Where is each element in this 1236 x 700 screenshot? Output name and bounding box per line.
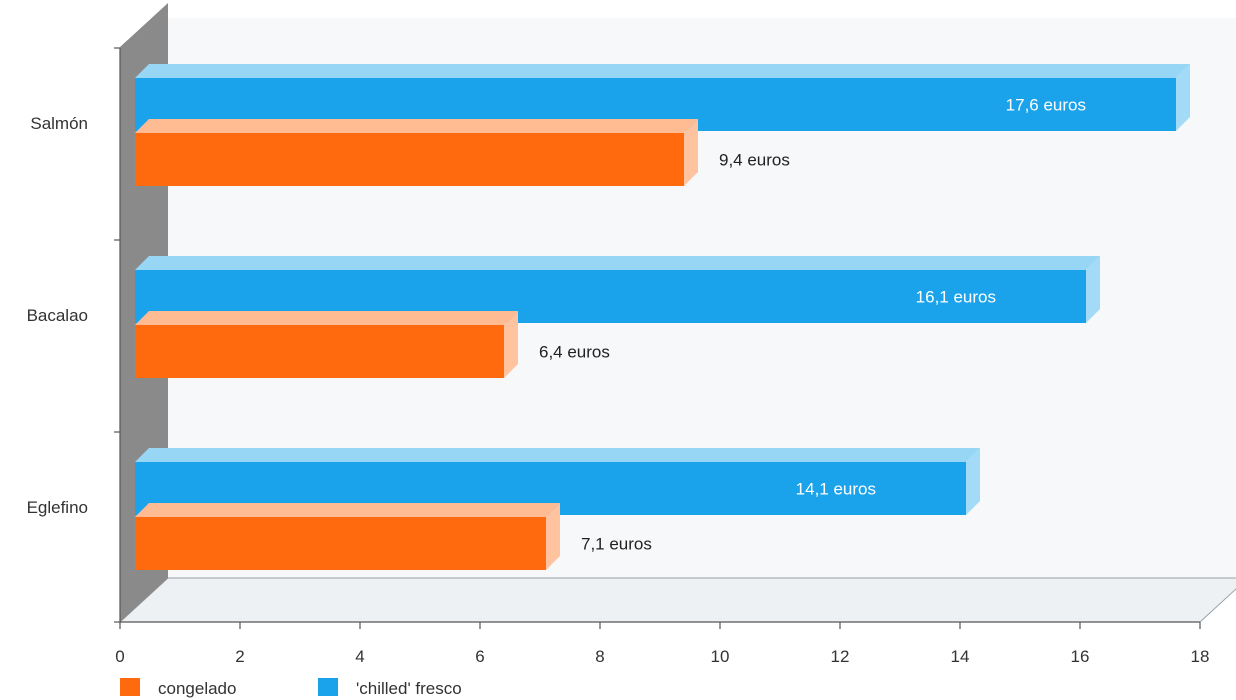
bar-congelado-2: 7,1 euros — [135, 503, 652, 570]
x-tick-label: 4 — [355, 647, 364, 666]
x-tick-label: 12 — [831, 647, 850, 666]
data-label: 16,1 euros — [916, 288, 996, 307]
bar-end-face — [546, 503, 560, 570]
bar-top-face — [135, 119, 698, 133]
data-label: 17,6 euros — [1006, 96, 1086, 115]
bar-top-face — [135, 256, 1100, 270]
bar-end-face — [966, 448, 980, 515]
category-label: Eglefino — [27, 498, 88, 517]
legend-label: congelado — [158, 679, 236, 698]
legend-entry: congelado — [120, 678, 236, 698]
x-tick-label: 16 — [1071, 647, 1090, 666]
data-label: 6,4 euros — [539, 343, 610, 362]
category-label: Bacalao — [27, 306, 88, 325]
x-axis: 0 2 4 6 8 10 12 14 16 18 — [115, 621, 1210, 666]
legend-label: 'chilled' fresco — [356, 679, 462, 698]
legend-swatch — [120, 678, 140, 696]
legend: congelado 'chilled' fresco — [120, 678, 462, 698]
bar-end-face — [1176, 64, 1190, 131]
floor — [118, 577, 1236, 623]
x-tick-label: 2 — [235, 647, 244, 666]
bars-group: 17,6 euros 9,4 euros 16,1 euros 6,4 euros 14… — [135, 64, 1190, 570]
data-label: 7,1 euros — [581, 535, 652, 554]
x-tick-label: 6 — [475, 647, 484, 666]
bar-top-face — [135, 503, 560, 517]
bar-end-face — [1086, 256, 1100, 323]
bar-front-face — [135, 517, 546, 570]
bar-front-face — [135, 133, 684, 186]
data-label: 14,1 euros — [796, 480, 876, 499]
bar-top-face — [135, 311, 518, 325]
bar-end-face — [684, 119, 698, 186]
category-axis: Salmón Bacalao Eglefino — [27, 47, 121, 623]
bar-fresco-1: 16,1 euros — [135, 256, 1100, 323]
x-tick-label: 14 — [951, 647, 970, 666]
bar-front-face — [135, 325, 504, 378]
bar-end-face — [504, 311, 518, 378]
category-label: Salmón — [30, 114, 88, 133]
x-tick-label: 0 — [115, 647, 124, 666]
legend-swatch — [318, 678, 338, 696]
x-tick-label: 10 — [711, 647, 730, 666]
bar-top-face — [135, 64, 1190, 78]
x-tick-label: 18 — [1191, 647, 1210, 666]
legend-entry: 'chilled' fresco — [318, 678, 462, 698]
bar-congelado-1: 6,4 euros — [135, 311, 610, 378]
data-label: 9,4 euros — [719, 151, 790, 170]
bar-top-face — [135, 448, 980, 462]
bar-congelado-0: 9,4 euros — [135, 119, 790, 186]
x-tick-label: 8 — [595, 647, 604, 666]
